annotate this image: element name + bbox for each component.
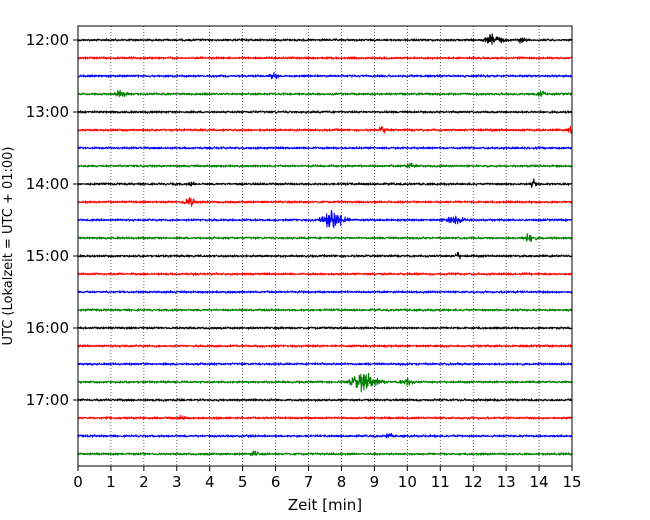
trace-line [77, 398, 573, 402]
trace-line [77, 450, 573, 457]
x-axis-label: Zeit [min] [288, 496, 362, 514]
trace-line [77, 110, 573, 114]
x-tick-label: 5 [238, 473, 248, 491]
x-tick-label: 3 [172, 473, 182, 491]
y-tick-label: 16:00 [26, 319, 69, 337]
y-tick-label: 14:00 [26, 175, 69, 193]
trace-line [77, 71, 573, 80]
trace-line [77, 290, 573, 294]
trace-line [77, 308, 573, 312]
trace-line [77, 372, 573, 393]
trace-line [77, 362, 573, 366]
trace-line [77, 56, 573, 60]
trace-line [77, 197, 573, 207]
trace-line [77, 146, 573, 150]
y-tick-label: 13:00 [26, 103, 69, 121]
y-tick-label: 12:00 [26, 31, 69, 49]
trace-line [77, 162, 573, 169]
x-tick-label: 15 [562, 473, 581, 491]
x-tick-label: 4 [205, 473, 215, 491]
trace-line [77, 344, 573, 348]
y-axis-ticks: 12:00 13:00 14:00 15:00 16:00 17:00 [26, 31, 78, 409]
trace-line [77, 232, 573, 243]
x-tick-label: 10 [398, 473, 417, 491]
x-tick-label: 2 [139, 473, 149, 491]
y-tick-label: 15:00 [26, 247, 69, 265]
trace-line [77, 33, 573, 45]
x-tick-label: 0 [73, 473, 83, 491]
trace-line [77, 210, 573, 229]
trace-line [77, 326, 573, 330]
x-tick-label: 11 [431, 473, 450, 491]
trace-line [77, 414, 573, 421]
x-tick-label: 12 [464, 473, 483, 491]
trace-line [77, 178, 573, 188]
trace-line [77, 125, 573, 134]
trace-line [77, 272, 573, 276]
x-tick-label: 8 [337, 473, 347, 491]
x-tick-label: 6 [271, 473, 281, 491]
x-tick-label: 1 [106, 473, 116, 491]
trace-line [77, 89, 573, 98]
x-tick-label: 9 [370, 473, 380, 491]
y-axis-label: UTC (Lokalzeit = UTC + 01:00) [1, 147, 16, 346]
grid-lines [110, 26, 540, 466]
trace-line [77, 432, 573, 439]
x-tick-label: 13 [497, 473, 516, 491]
plot-frame [77, 25, 573, 467]
trace-line [77, 251, 573, 260]
seismic-traces [77, 33, 573, 457]
y-tick-label: 17:00 [26, 391, 69, 409]
x-axis-ticks: 0 1 2 3 4 5 6 7 8 9 10 11 12 13 14 15 [73, 466, 582, 491]
x-tick-label: 14 [530, 473, 549, 491]
x-tick-label: 7 [304, 473, 314, 491]
